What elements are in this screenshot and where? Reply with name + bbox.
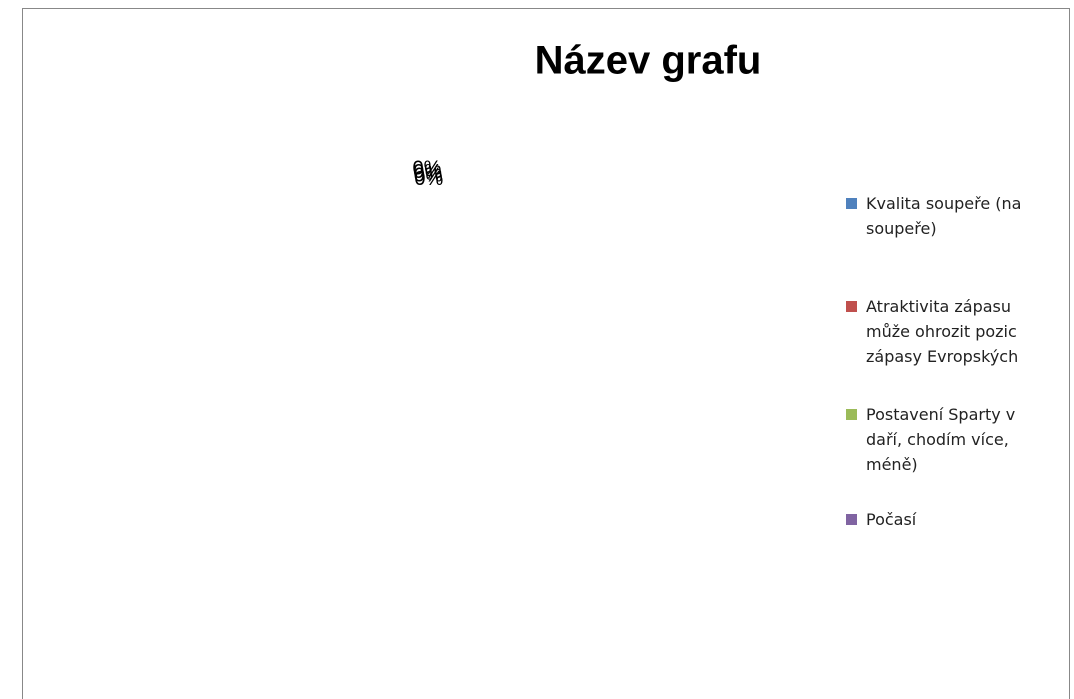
legend-label: Počasí [866, 510, 917, 529]
legend-swatch [846, 514, 857, 525]
data-label: 0% [414, 164, 443, 186]
chart: Název grafu 0%0%0%0% [413, 39, 762, 190]
chart-title: Název grafu [535, 39, 762, 83]
data-label: 0% [413, 157, 442, 179]
legend-entry: Počasí [846, 507, 1069, 532]
data-label: 0% [413, 161, 442, 183]
data-label: 0% [414, 168, 443, 190]
legend-swatch [846, 409, 857, 420]
chart-area: Název grafu 0% 0% 0% 0% Kvalita soupeře (na… [22, 8, 1070, 699]
legend-label: Kvalita soupeře (na soupeře) [866, 194, 1022, 238]
legend-swatch [846, 301, 857, 312]
legend-entry: Kvalita soupeře (na soupeře) [846, 191, 1069, 241]
legend-label: Atraktivita zápasu může ohrozit pozic zá… [866, 297, 1019, 366]
legend-entry: Postavení Sparty v daří, chodím více, mé… [846, 402, 1069, 477]
legend-swatch [846, 198, 857, 209]
legend-label: Postavení Sparty v daří, chodím více, mé… [866, 405, 1016, 474]
legend-entry: Atraktivita zápasu může ohrozit pozic zá… [846, 294, 1069, 369]
